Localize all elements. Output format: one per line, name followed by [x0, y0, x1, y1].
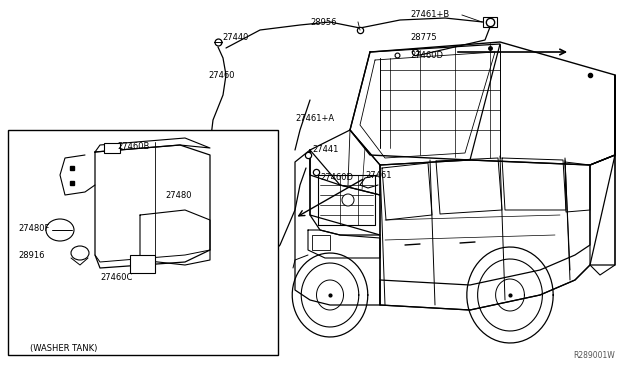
Text: 27441: 27441 [312, 144, 339, 154]
Text: 27480: 27480 [165, 190, 191, 199]
Ellipse shape [46, 219, 74, 241]
Bar [130, 255, 155, 273]
Text: 27480F: 27480F [18, 224, 49, 232]
Text: 27461: 27461 [365, 170, 392, 180]
Text: 27461+A: 27461+A [295, 113, 334, 122]
Ellipse shape [71, 246, 89, 260]
Text: 27460C: 27460C [100, 273, 132, 282]
Text: 27461+B: 27461+B [410, 10, 449, 19]
Text: 27460D: 27460D [320, 173, 353, 182]
Text: 28916: 28916 [18, 250, 45, 260]
Text: 28775: 28775 [410, 32, 436, 42]
Text: 27440: 27440 [222, 32, 248, 42]
Bar [8, 130, 278, 355]
Text: 27460: 27460 [208, 71, 234, 80]
Bar [312, 235, 330, 250]
Bar [483, 17, 497, 27]
Bar [104, 143, 120, 153]
Circle shape [342, 194, 354, 206]
Text: (WASHER TANK): (WASHER TANK) [30, 343, 97, 353]
Text: 28956: 28956 [310, 17, 337, 26]
Text: 27460B: 27460B [117, 141, 149, 151]
Text: 27460D: 27460D [410, 51, 443, 60]
Text: R289001W: R289001W [573, 350, 615, 359]
